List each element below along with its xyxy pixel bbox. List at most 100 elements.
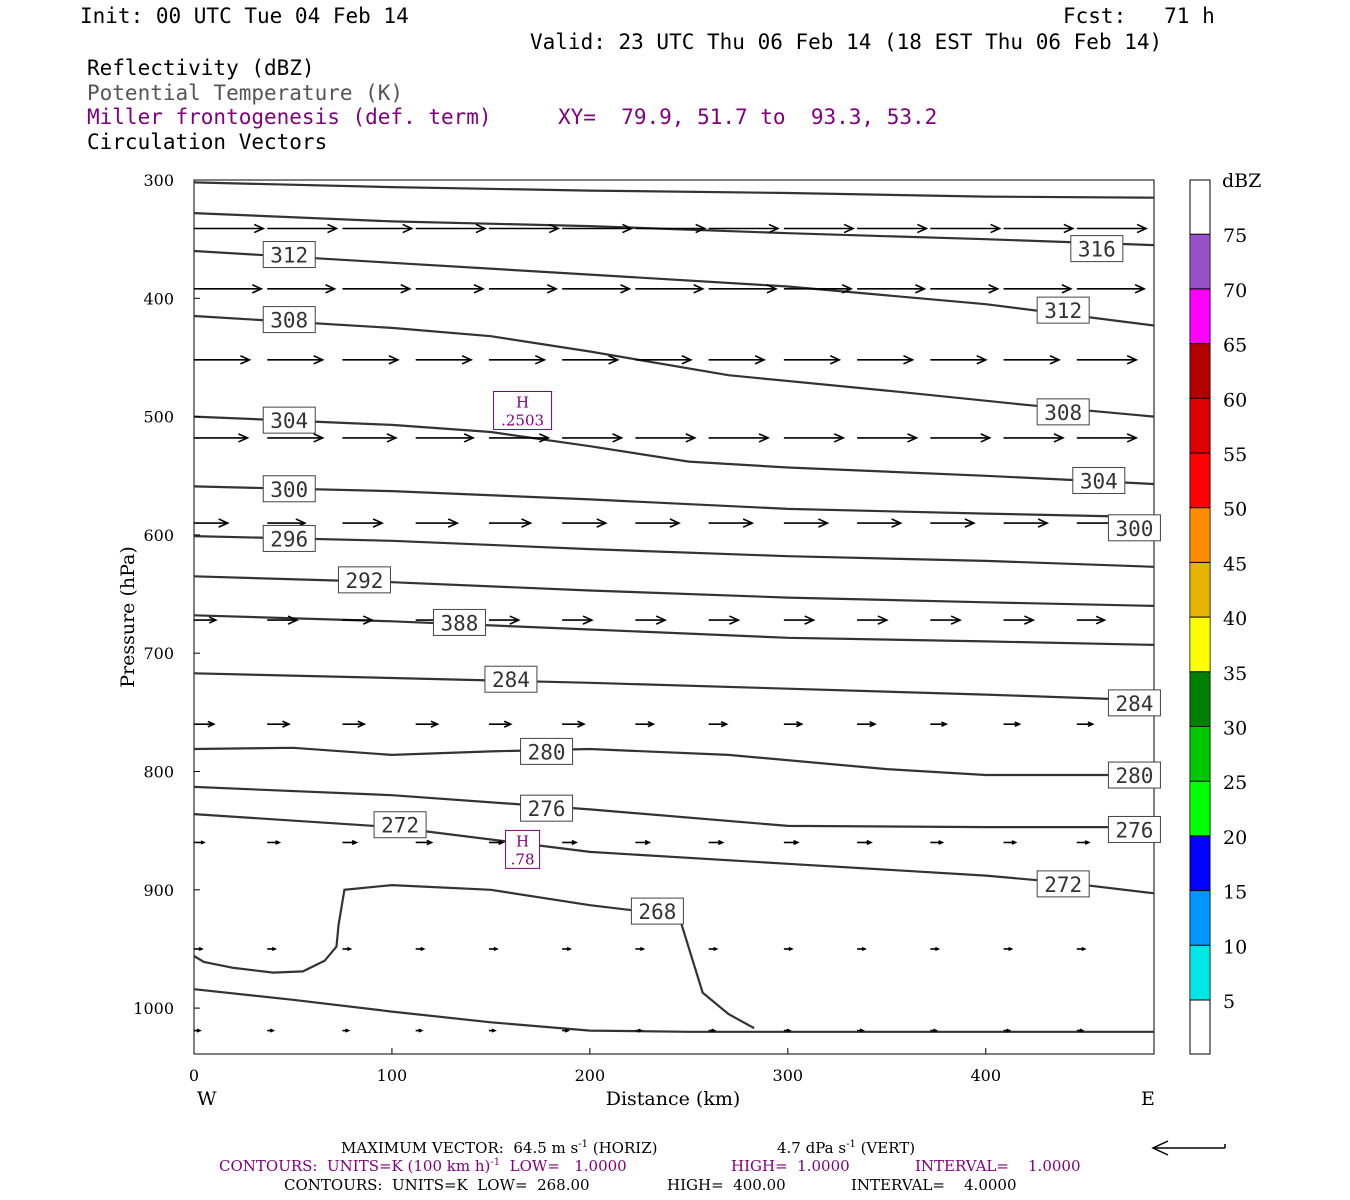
vector-head bbox=[325, 284, 337, 294]
contour-label: 312 bbox=[270, 244, 308, 268]
vector-arrow bbox=[930, 284, 1000, 294]
vector-head bbox=[1136, 223, 1149, 234]
vector-arrow bbox=[1003, 433, 1065, 443]
vector-arrow bbox=[1003, 840, 1018, 845]
vector-head bbox=[685, 433, 697, 443]
contour-label: 280 bbox=[528, 740, 566, 764]
vector-head bbox=[861, 946, 867, 952]
vector-head bbox=[498, 839, 505, 846]
colorbar-segment bbox=[1189, 890, 1211, 946]
vector-arrow bbox=[635, 355, 693, 365]
vector-arrow bbox=[783, 721, 804, 728]
colorbar-tick-label: 20 bbox=[1223, 827, 1247, 849]
contour-label: 280 bbox=[1115, 764, 1153, 788]
contour-label: 296 bbox=[270, 527, 308, 551]
vector-arrow bbox=[415, 223, 487, 234]
vector-arrow bbox=[488, 720, 513, 728]
y-tick-label: 800 bbox=[143, 763, 174, 782]
vector-arrow bbox=[635, 615, 668, 625]
vector-arrow bbox=[267, 946, 278, 952]
colorbar-segment bbox=[1189, 398, 1211, 454]
vector-arrow bbox=[562, 284, 632, 294]
vector-head bbox=[622, 223, 634, 234]
vector-arrow bbox=[194, 720, 216, 728]
vector-arrow bbox=[1003, 721, 1022, 728]
vector-arrow bbox=[857, 518, 903, 528]
vector-arrow bbox=[488, 839, 505, 846]
contour-label-box bbox=[337, 566, 391, 594]
vector-head bbox=[566, 946, 573, 952]
vector-head bbox=[493, 946, 499, 952]
vector-arrow bbox=[1003, 223, 1075, 234]
vector-arrow bbox=[488, 355, 547, 365]
vector-arrow bbox=[635, 1028, 644, 1033]
vector-arrow bbox=[857, 433, 919, 443]
theta-contour-line bbox=[193, 314, 1155, 418]
contour-label: 272 bbox=[1044, 873, 1082, 897]
colorbar-segment bbox=[1189, 780, 1211, 837]
vector-head bbox=[447, 518, 460, 528]
vector-arrow bbox=[930, 433, 992, 443]
vector-arrow bbox=[415, 720, 440, 728]
vector-arrow bbox=[194, 616, 218, 624]
vector-head bbox=[693, 284, 705, 294]
vector-arrow bbox=[857, 839, 873, 846]
vector-arrow bbox=[635, 839, 652, 846]
vector-head bbox=[402, 223, 414, 234]
vector-head bbox=[1014, 721, 1022, 728]
vector-arrow bbox=[267, 284, 337, 294]
footer-max-vector: MAXIMUM VECTOR: 64.5 m s-1 (HORIZ) bbox=[341, 1139, 658, 1157]
vector-arrow bbox=[930, 721, 949, 728]
vector-arrow bbox=[708, 839, 725, 846]
x-axis-label: Distance (km) bbox=[606, 1088, 741, 1110]
contour-label: 308 bbox=[270, 309, 308, 333]
vector-head bbox=[711, 1028, 717, 1033]
contour-label-box bbox=[520, 737, 574, 765]
vector-head bbox=[546, 284, 559, 294]
footer-contours-theta-interval: INTERVAL= 4.0000 bbox=[851, 1176, 1017, 1194]
vector-arrow bbox=[194, 1028, 202, 1033]
vector-arrow bbox=[488, 284, 559, 294]
axes: 300 400 500 600 700 800 900 1000 0 100 200 300 400 bbox=[133, 171, 1001, 1085]
contour-label-box bbox=[1070, 235, 1124, 263]
vector-head bbox=[758, 433, 770, 443]
vector-arrow bbox=[1003, 518, 1050, 528]
vector-head bbox=[866, 839, 873, 846]
contour-label-box bbox=[1107, 815, 1161, 843]
contour-label: 276 bbox=[1115, 818, 1153, 842]
theta-contour-line bbox=[193, 785, 1154, 829]
vector-arrow bbox=[1003, 355, 1061, 365]
vector-arrow bbox=[415, 355, 474, 365]
colorbar-segment bbox=[1189, 233, 1211, 290]
vector-arrow bbox=[635, 518, 681, 528]
vector-head bbox=[833, 433, 846, 443]
colorbar-segment bbox=[1189, 616, 1211, 673]
vector-arrow bbox=[488, 223, 561, 234]
vector-head bbox=[907, 433, 919, 443]
vector-head bbox=[463, 433, 476, 443]
vector-arrow bbox=[708, 433, 770, 443]
contour-label: 268 bbox=[638, 900, 676, 924]
vector-head bbox=[351, 839, 359, 846]
contour-label-box bbox=[520, 794, 574, 822]
vector-arrow bbox=[267, 720, 291, 728]
vector-head bbox=[1006, 1028, 1012, 1033]
vector-arrow bbox=[783, 615, 816, 625]
field-reflectivity: Reflectivity (dBZ) bbox=[87, 56, 315, 80]
vector-head bbox=[240, 355, 252, 365]
contour-label: 304 bbox=[270, 409, 308, 433]
vector-head bbox=[1087, 721, 1095, 728]
vector-arrow bbox=[194, 284, 264, 294]
vector-arrow bbox=[342, 284, 412, 294]
contour-label: 292 bbox=[345, 569, 383, 593]
contour-label: 276 bbox=[528, 797, 566, 821]
vector-arrow bbox=[783, 433, 846, 443]
footer-vert: 4.7 dPa s-1 (VERT) bbox=[777, 1139, 916, 1157]
colorbar-tick-label: 5 bbox=[1223, 991, 1235, 1013]
valid-time: Valid: 23 UTC Thu 06 Feb 14 (18 EST Thu … bbox=[530, 30, 1163, 54]
frontogenesis-max-letter: H bbox=[516, 832, 529, 850]
vector-arrow bbox=[267, 840, 282, 845]
vector-head bbox=[1037, 518, 1050, 528]
vector-arrow bbox=[488, 946, 499, 952]
vector-arrow bbox=[562, 1028, 571, 1033]
